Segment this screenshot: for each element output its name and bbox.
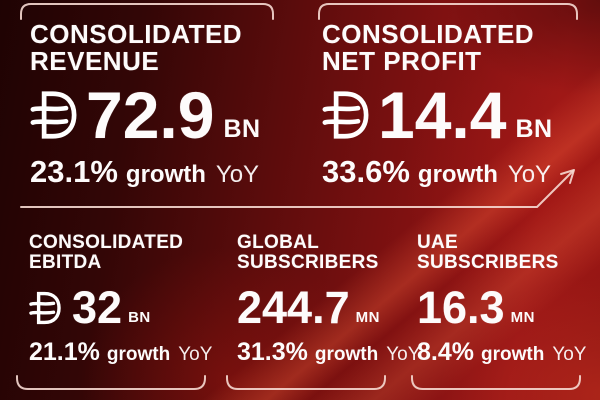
kpi-number: 244.7	[237, 282, 350, 333]
dirham-currency-icon	[322, 91, 369, 139]
panel-consolidated-ebitda: CONSOLIDATED EBITDA 32 BN 21.1% growth Y…	[29, 233, 212, 367]
kpi-unit: BN	[223, 115, 261, 143]
growth-label: growth	[417, 161, 498, 188]
kpi-growth-row: 23.1% growth YoY	[30, 154, 261, 190]
title-line-2: NET PROFIT	[322, 46, 482, 76]
kpi-value-row: 32 BN	[29, 282, 212, 333]
kpi-growth-row: 21.1% growth YoY	[29, 338, 212, 367]
top-right-panel-border	[318, 3, 578, 20]
growth-percent: 21.1%	[29, 338, 100, 366]
kpi-number: 16.3	[417, 282, 505, 333]
panel-uae-subscribers: UAE SUBSCRIBERS 16.3 MN 8.4% growth YoY	[417, 233, 586, 367]
panel-title: UAE SUBSCRIBERS	[417, 233, 586, 273]
bottom-right-panel-border	[411, 375, 581, 390]
bottom-left-panel-border	[16, 375, 206, 390]
panel-title: CONSOLIDATED NET PROFIT	[322, 21, 553, 75]
growth-label: growth	[125, 161, 206, 188]
growth-period: YoY	[178, 344, 213, 365]
kpi-value-row: 244.7 MN	[237, 282, 420, 333]
panel-title: CONSOLIDATED EBITDA	[29, 233, 212, 273]
title-line-2: SUBSCRIBERS	[237, 252, 379, 273]
panel-consolidated-net-profit: CONSOLIDATED NET PROFIT 14.4 BN 33.6% gr…	[322, 21, 553, 190]
growth-percent: 8.4%	[417, 338, 474, 366]
growth-percent: 31.3%	[237, 338, 308, 366]
kpi-number: 72.9	[86, 78, 215, 152]
growth-percent: 23.1%	[30, 154, 118, 189]
title-line-2: SUBSCRIBERS	[417, 252, 559, 273]
growth-percent: 33.6%	[322, 154, 410, 189]
title-line-1: GLOBAL	[237, 232, 320, 253]
panel-global-subscribers: GLOBAL SUBSCRIBERS 244.7 MN 31.3% growth…	[237, 233, 420, 367]
kpi-value-row: 72.9 BN	[30, 78, 261, 152]
panel-title: GLOBAL SUBSCRIBERS	[237, 233, 420, 273]
kpi-value-row: 16.3 MN	[417, 282, 586, 333]
kpi-value-row: 14.4 BN	[322, 78, 553, 152]
kpi-growth-row: 33.6% growth YoY	[322, 154, 553, 190]
panel-consolidated-revenue: CONSOLIDATED REVENUE 72.9 BN 23.1% growt…	[30, 21, 261, 190]
title-line-2: EBITDA	[29, 252, 102, 273]
growth-label: growth	[480, 344, 545, 365]
top-left-panel-border	[20, 3, 274, 20]
panel-title: CONSOLIDATED REVENUE	[30, 21, 261, 75]
kpi-unit: BN	[515, 115, 553, 143]
growth-period: YoY	[507, 161, 552, 188]
kpi-growth-row: 31.3% growth YoY	[237, 338, 420, 367]
title-line-1: CONSOLIDATED	[29, 232, 184, 253]
title-line-1: CONSOLIDATED	[322, 19, 535, 49]
dirham-currency-icon	[29, 291, 61, 325]
kpi-growth-row: 8.4% growth YoY	[417, 338, 586, 367]
kpi-unit: BN	[128, 309, 151, 326]
kpi-unit: MN	[510, 309, 535, 326]
growth-label: growth	[106, 344, 171, 365]
growth-period: YoY	[215, 161, 260, 188]
dirham-currency-icon	[30, 91, 77, 139]
growth-period: YoY	[552, 344, 587, 365]
kpi-number: 32	[72, 282, 123, 333]
kpi-unit: MN	[355, 309, 380, 326]
growth-period: YoY	[386, 344, 421, 365]
arrowhead-icon	[560, 169, 575, 184]
kpi-number: 14.4	[378, 78, 507, 152]
title-line-1: CONSOLIDATED	[30, 19, 243, 49]
divider-growth-arrow-line	[20, 170, 574, 208]
title-line-1: UAE	[417, 232, 459, 253]
bottom-middle-panel-border	[226, 375, 386, 390]
title-line-2: REVENUE	[30, 46, 160, 76]
growth-label: growth	[314, 344, 379, 365]
